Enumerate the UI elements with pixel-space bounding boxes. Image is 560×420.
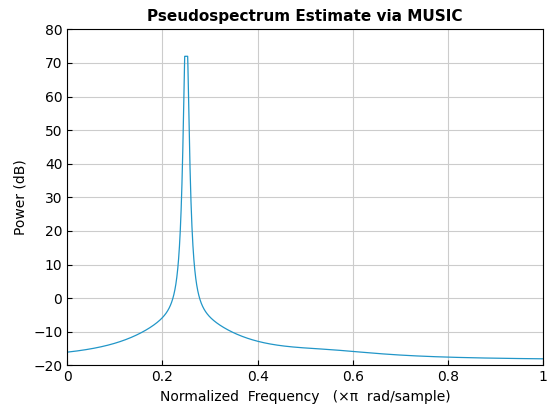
X-axis label: Normalized  Frequency   (×π  rad/sample): Normalized Frequency (×π rad/sample) <box>160 390 450 404</box>
Y-axis label: Power (dB): Power (dB) <box>13 160 27 235</box>
Title: Pseudospectrum Estimate via MUSIC: Pseudospectrum Estimate via MUSIC <box>147 9 463 24</box>
